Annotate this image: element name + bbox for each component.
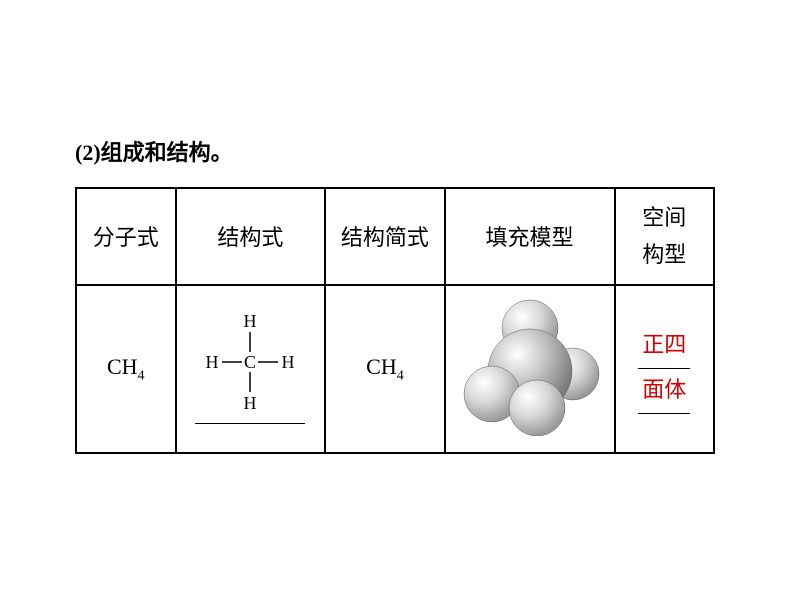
space-filling-model-svg [455,296,605,436]
cell-structural-formula: C H H H H [176,285,326,453]
answer-text: 正四 面体 [638,324,690,414]
cell-space-filling-model [445,285,615,453]
atom-top: H [244,311,257,331]
answer-line2: 面体 [638,369,690,414]
header-molecular-formula: 分子式 [76,188,176,285]
hydrogen-sphere-front [509,380,565,436]
structure-table: 分子式 结构式 结构简式 填充模型 空间 构型 CH4 [75,187,715,454]
molecular-formula-base: CH [107,354,138,379]
atom-center: C [244,352,256,372]
condensed-formula-base: CH [366,354,397,379]
structural-formula-diagram: C H H H H [195,307,305,424]
header-structural-formula: 结构式 [176,188,326,285]
table-header-row: 分子式 结构式 结构简式 填充模型 空间 构型 [76,188,714,285]
condensed-formula-sub: 4 [397,368,404,383]
content-container: (2)组成和结构。 分子式 结构式 结构简式 填充模型 空间 构型 CH4 [75,135,715,454]
atom-left: H [206,352,219,372]
header-spatial-line2: 构型 [621,236,708,273]
cell-molecular-formula: CH4 [76,285,176,453]
header-spatial-configuration: 空间 构型 [615,188,714,285]
molecular-formula-sub: 4 [138,368,145,383]
cell-spatial-configuration: 正四 面体 [615,285,714,453]
atom-right: H [282,352,295,372]
answer-line1: 正四 [638,324,690,369]
header-condensed-formula: 结构简式 [325,188,444,285]
table-data-row: CH4 C H H H H [76,285,714,453]
cell-condensed-formula: CH4 [325,285,444,453]
header-spatial-line1: 空间 [621,199,708,236]
header-space-filling-model: 填充模型 [445,188,615,285]
atom-bottom: H [244,393,257,413]
section-heading: (2)组成和结构。 [75,135,715,167]
structural-svg: C H H H H [195,307,305,417]
